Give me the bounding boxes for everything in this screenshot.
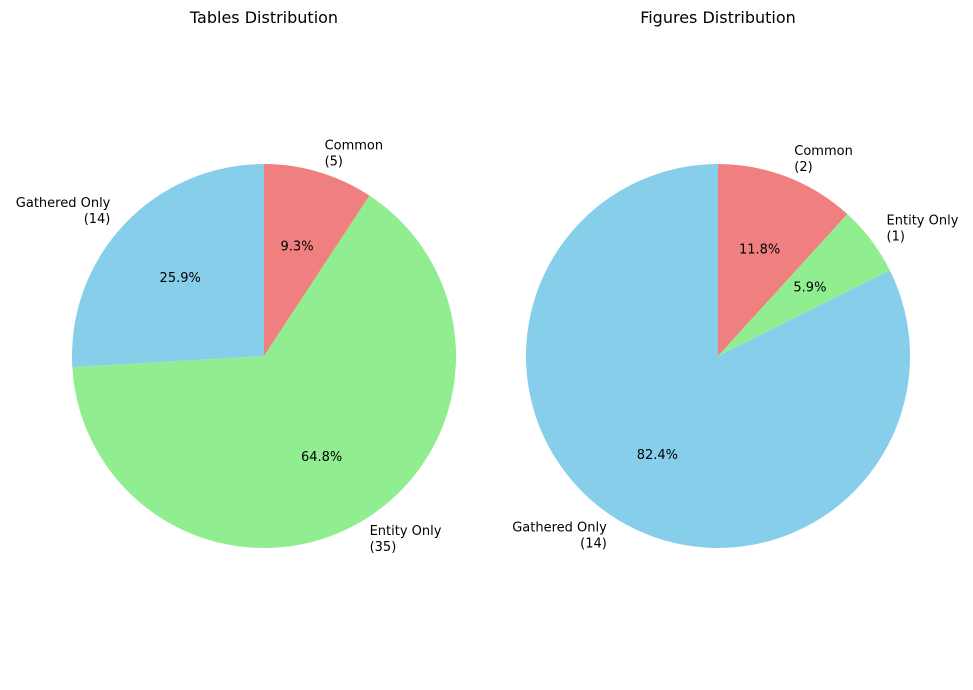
- slice-label-name: Entity Only: [370, 524, 442, 539]
- slice-label-count: (35): [370, 540, 397, 555]
- slice-label-count: (1): [887, 230, 905, 245]
- slice-label-name: Entity Only: [887, 214, 959, 229]
- slice-label-count: (14): [580, 537, 607, 552]
- slice-percent-label: 82.4%: [637, 448, 678, 463]
- slice-label-count: (14): [84, 212, 111, 227]
- slice-percent-label: 64.8%: [301, 450, 342, 465]
- slice-label-common: Common (2): [794, 144, 853, 175]
- pie-slice-gathered-only: [72, 164, 264, 368]
- slice-label-gathered-only: Gathered Only (14): [512, 521, 607, 552]
- chart-title: Tables Distribution: [189, 8, 338, 27]
- slice-label-count: (2): [794, 160, 812, 175]
- pie-slice-common: [718, 164, 848, 356]
- slice-label-count: (5): [325, 155, 343, 170]
- pie-chart-tables: Tables Distribution 9.3% Common (5) 64.8% En…: [16, 8, 456, 555]
- chart-title: Figures Distribution: [640, 8, 796, 27]
- slice-percent-label: 5.9%: [793, 281, 826, 296]
- slice-label-gathered-only: Gathered Only (14): [16, 196, 111, 227]
- slice-label-common: Common (5): [325, 139, 384, 170]
- slice-label-entity-only: Entity Only (1): [887, 214, 959, 245]
- slice-percent-label: 25.9%: [160, 271, 201, 286]
- slice-label-name: Common: [325, 139, 384, 154]
- slice-percent-label: 11.8%: [739, 243, 780, 258]
- pie-slice-gathered-only: [526, 164, 910, 548]
- slice-label-name: Gathered Only: [512, 521, 607, 536]
- slice-label-name: Common: [794, 144, 853, 159]
- slice-label-name: Gathered Only: [16, 196, 111, 211]
- pie-chart-figures: Figures Distribution 11.8% Common (2) 5.9% E…: [512, 8, 958, 552]
- pie-slice-entity-only: [718, 214, 890, 356]
- slice-percent-label: 9.3%: [281, 240, 314, 255]
- slice-label-entity-only: Entity Only (35): [370, 524, 442, 555]
- pie-slice-common: [264, 164, 370, 356]
- pie-slice-entity-only: [72, 195, 456, 548]
